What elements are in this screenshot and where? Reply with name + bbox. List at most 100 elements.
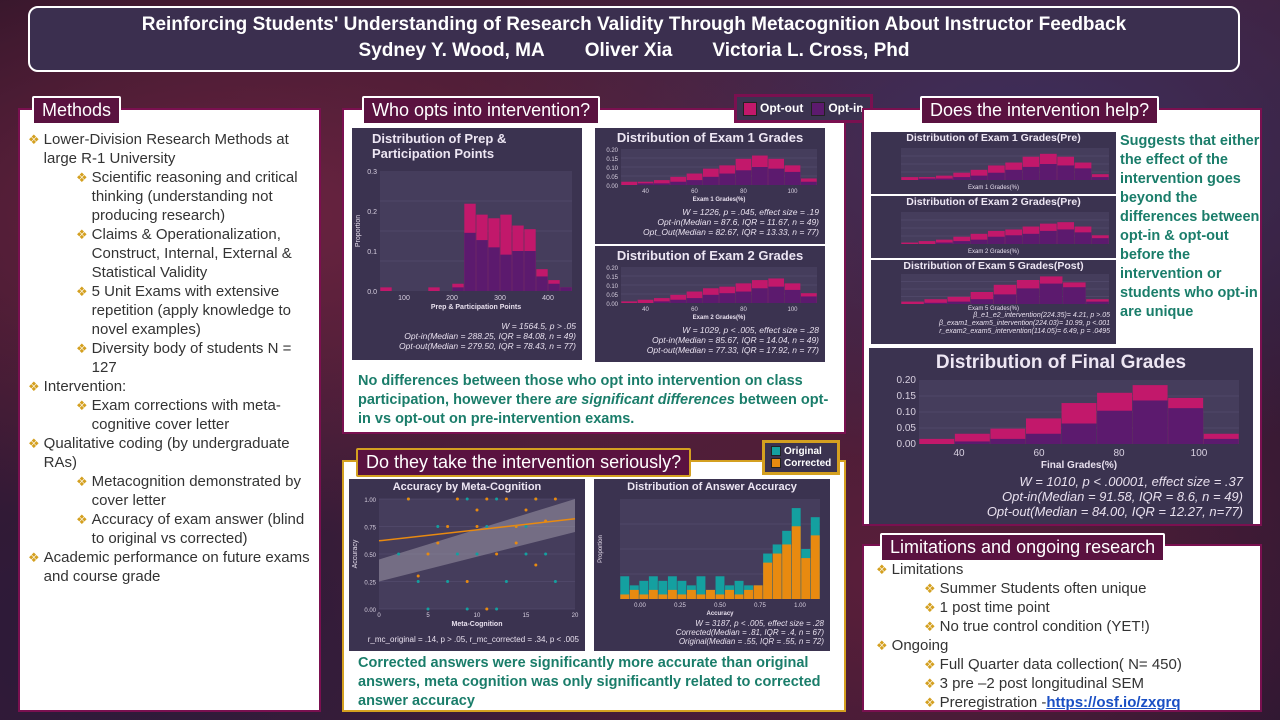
bar-opt-in — [1016, 288, 1040, 304]
methods-item: ❖ Claims & Operationalization, Construct,… — [28, 225, 313, 282]
methods-item: ❖ Accuracy of exam answer (blind to origi… — [28, 510, 313, 548]
bar-opt-in — [735, 170, 752, 185]
author-1: Sydney Y. Wood, MA — [358, 40, 545, 61]
methods-item: ❖ Diversity body of students N = 127 — [28, 339, 313, 377]
x-tick-label: 0.25 — [674, 603, 686, 609]
post5-chart-stats: β_e1_e2_intervention(224.35)= 4.21, p >.… — [871, 312, 1116, 336]
list-item: ❖ No true control condition (YET!) — [864, 617, 1260, 636]
bar-opt-in — [702, 294, 719, 303]
y-tick-label: 1.00 — [364, 498, 376, 504]
bar-original — [715, 576, 725, 599]
ongoing-label: Ongoing — [891, 637, 949, 654]
stats-line: W = 1226, p = .045, effect size = .19 — [682, 207, 819, 217]
stats-line: Opt-out(Median = 84.00, IQR = 12.27, n=7… — [986, 504, 1243, 519]
exam2-chart-plot: 0.20 0.15 0.10 0.05 0.00 40 60 80 100 Exam 2 Grad… — [606, 266, 817, 321]
bullet-icon: ❖ — [76, 398, 88, 413]
final-chart-title: Distribution of Final Grades — [935, 352, 1187, 373]
exam2-chart-title: Distribution of Exam 2 Grades — [616, 248, 804, 263]
y-tick-label: 0.00 — [364, 608, 376, 614]
who-heading: Who opts into intervention? — [362, 96, 601, 125]
prereg-link[interactable]: https://osf.io/zxgrq — [1046, 694, 1181, 711]
bar-opt-out — [935, 239, 953, 244]
list-item: ❖ Limitations — [864, 560, 1260, 579]
bullet-icon: ❖ — [924, 676, 936, 691]
bar-opt-in — [953, 177, 971, 180]
methods-item-text: Scientific reasoning and critical thinki… — [91, 169, 298, 224]
limit-item: 1 post time point — [939, 599, 1050, 616]
y-axis-label: Proportion — [598, 535, 604, 563]
bar-opt-out — [670, 176, 687, 185]
list-item: ❖ Full Quarter data collection( N= 450) — [864, 655, 1260, 674]
bar-opt-in — [500, 254, 512, 291]
bar-opt-in — [953, 241, 971, 244]
stats-line: W = 1029, p < .005, effect size = .28 — [682, 325, 819, 335]
methods-item: ❖ Exam corrections with meta-cognitive co… — [28, 396, 313, 434]
x-tick-label: 5 — [426, 613, 430, 619]
legend-original: Original — [771, 446, 831, 457]
prep-chart-title: Distribution of Prep & Participation Poi… — [372, 131, 507, 161]
x-tick-label: 20 — [572, 613, 579, 619]
bar-original — [620, 576, 630, 599]
bar-corrected — [801, 558, 811, 599]
bar-opt-in — [452, 287, 464, 291]
post5-chart: Distribution of Exam 5 Grades(Post) Exam… — [871, 260, 1116, 344]
point-original — [475, 552, 479, 556]
accuracy-chart: Distribution of Answer Accuracy 0.00 0.25… — [594, 479, 830, 651]
prereg-label: Preregistration - — [939, 694, 1047, 711]
bar-opt-in — [548, 283, 560, 291]
bar-opt-in — [751, 288, 768, 303]
point-corrected — [446, 525, 450, 528]
x-tick-label: 0.75 — [754, 603, 766, 609]
methods-item-text: Metacognition demonstrated by cover lett… — [91, 473, 301, 509]
bar-opt-in — [702, 176, 719, 185]
y-tick-label: 0.05 — [606, 175, 618, 181]
bar-opt-out — [686, 291, 703, 303]
bar-corrected — [629, 589, 639, 599]
bar-opt-out — [670, 294, 687, 303]
bar-opt-in — [935, 242, 953, 244]
legend-corrected-label: Corrected — [784, 458, 832, 469]
point-original — [524, 525, 528, 528]
x-tick-label: 40 — [953, 448, 965, 459]
bar-corrected — [648, 589, 658, 599]
limits-panel: ❖ Limitations ❖ Summer Students often uniq… — [862, 544, 1262, 712]
bar-opt-in — [993, 294, 1017, 304]
point-original — [495, 607, 499, 611]
point-original — [465, 607, 469, 611]
bar-opt-in — [637, 183, 654, 185]
x-tick-label: 40 — [642, 189, 649, 195]
bar-original — [667, 576, 677, 599]
bar-corrected — [734, 594, 744, 599]
bar-opt-out — [953, 172, 971, 180]
x-tick-label: 0.50 — [714, 603, 726, 609]
bullet-icon: ❖ — [28, 550, 40, 565]
bar-opt-in — [1039, 164, 1057, 180]
bar-opt-in — [686, 180, 703, 185]
bar-opt-in — [924, 302, 947, 304]
pre2-chart-xlabel: Exam 2 Grades(%) — [967, 249, 1019, 255]
y-tick-label: 0.2 — [367, 209, 377, 216]
y-tick-label: 0.10 — [897, 407, 917, 418]
y-tick-label: 0.50 — [364, 553, 376, 559]
x-tick-label: 40 — [642, 307, 649, 313]
y-tick-label: 0.25 — [364, 581, 376, 587]
stats-line: Opt-out(Median = 77.33, IQR = 17.92, n =… — [646, 345, 819, 355]
point-corrected — [455, 497, 459, 501]
x-tick-label: 10 — [474, 613, 481, 619]
bar-opt-in — [1074, 232, 1092, 244]
point-corrected — [495, 552, 499, 556]
point-corrected — [426, 552, 430, 556]
exam2-chart-stats: W = 1029, p < .005, effect size = .28 Op… — [595, 325, 825, 355]
ongoing-item: Full Quarter data collection( N= 450) — [939, 656, 1182, 673]
bar-opt-in — [1074, 168, 1092, 180]
bar-corrected — [658, 594, 668, 599]
bullet-icon: ❖ — [924, 600, 936, 615]
point-corrected — [504, 497, 508, 501]
point-corrected — [514, 525, 518, 528]
x-tick-label: 60 — [691, 307, 698, 313]
y-tick-label: 0.20 — [897, 375, 917, 386]
bar-opt-in — [464, 232, 476, 291]
pre1-chart-title: Distribution of Exam 1 Grades(Pre) — [906, 132, 1081, 144]
post5-chart-title: Distribution of Exam 5 Grades(Post) — [903, 260, 1084, 272]
point-corrected — [436, 541, 440, 545]
